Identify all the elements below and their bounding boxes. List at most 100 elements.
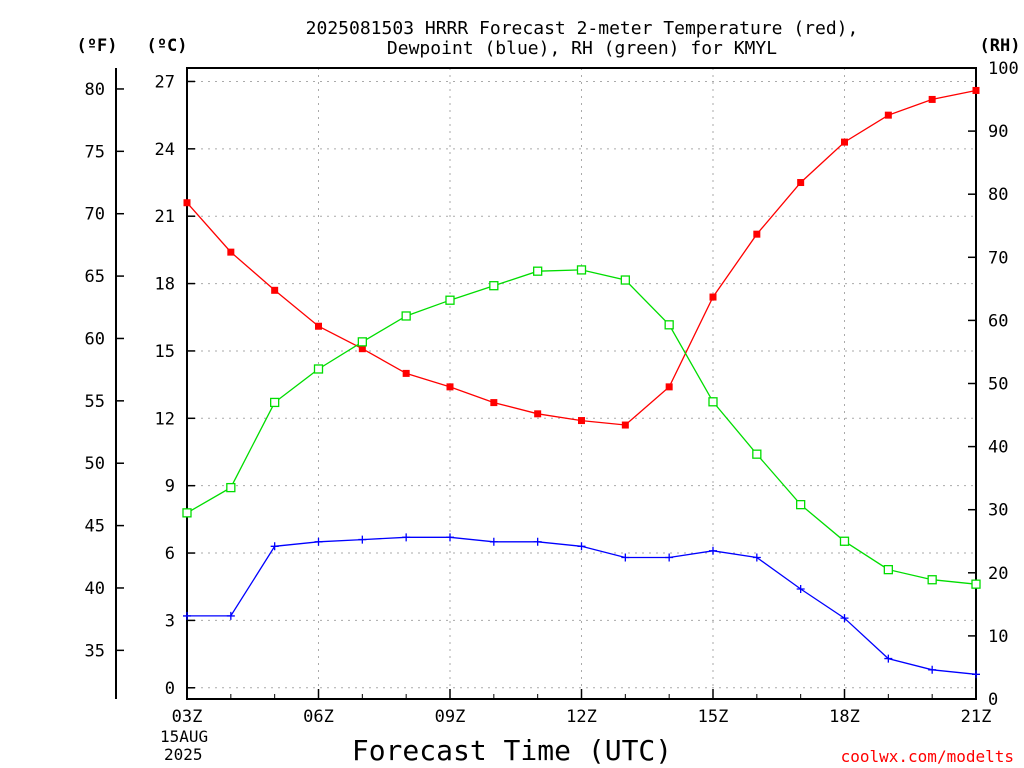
chart-title-line-1: 2025081503 HRRR Forecast 2-meter Tempera… bbox=[306, 18, 859, 39]
celsius-tick-label: 9 bbox=[165, 477, 175, 497]
dewpoint-point bbox=[796, 584, 805, 593]
celsius-tick-label: 3 bbox=[165, 611, 175, 631]
rh-point bbox=[883, 564, 893, 575]
rh-point bbox=[357, 337, 367, 347]
x-date-year-label: 2025 bbox=[164, 745, 203, 764]
dewpoint-point bbox=[577, 542, 586, 551]
rh-point bbox=[270, 397, 280, 408]
rh-tick-label: 30 bbox=[988, 501, 1008, 521]
celsius-tick-label: 15 bbox=[155, 342, 175, 362]
temperature-point bbox=[183, 199, 191, 207]
dewpoint-point bbox=[489, 537, 498, 546]
rh-point bbox=[971, 579, 981, 589]
temperature-point bbox=[534, 410, 542, 418]
rh-point bbox=[752, 449, 762, 459]
temperature-point bbox=[841, 138, 848, 146]
fahrenheit-tick-label: 70 bbox=[85, 205, 105, 225]
fahrenheit-tick-label: 45 bbox=[85, 517, 105, 537]
rh-tick-label: 90 bbox=[988, 122, 1008, 142]
rh-tick-label: 60 bbox=[988, 311, 1008, 331]
temperature-point bbox=[621, 421, 629, 429]
dewpoint-point bbox=[446, 533, 454, 542]
time-axis: 03Z 06Z 09Z 12Z 15Z 18Z 21Z bbox=[172, 689, 992, 727]
dewpoint-point bbox=[402, 533, 411, 542]
temperature-series bbox=[183, 86, 980, 429]
temperature-point bbox=[665, 383, 673, 391]
rh-point bbox=[226, 482, 236, 493]
rh-point bbox=[796, 500, 806, 510]
x-axis-label: Forecast Time (UTC) bbox=[352, 734, 672, 767]
dewpoint-point bbox=[972, 670, 980, 679]
time-tick-label: 12Z bbox=[566, 707, 597, 727]
temperature-point bbox=[227, 248, 235, 256]
rh-point bbox=[620, 275, 630, 285]
fahrenheit-tick-label: 75 bbox=[85, 142, 105, 162]
time-tick-label: 09Z bbox=[435, 707, 466, 727]
dewpoint-point bbox=[928, 665, 937, 674]
temperature-point bbox=[753, 230, 761, 238]
rh-tick-label: 100 bbox=[988, 59, 1019, 79]
time-tick-label: 15Z bbox=[698, 707, 729, 727]
temperature-point bbox=[972, 86, 980, 94]
rh-tick-label: 10 bbox=[988, 627, 1008, 647]
rh-point bbox=[489, 281, 499, 291]
celsius-axis: 0 3 6 9 12 15 18 21 24 27 bbox=[155, 72, 195, 699]
dewpoint-point bbox=[270, 542, 279, 551]
temperature-point bbox=[490, 399, 498, 407]
fahrenheit-tick-label: 55 bbox=[85, 392, 105, 412]
grid-lines bbox=[187, 68, 976, 699]
celsius-tick-label: 0 bbox=[165, 679, 175, 699]
temperature-point bbox=[709, 293, 717, 301]
temperature-point bbox=[928, 95, 936, 103]
time-tick-label: 03Z bbox=[172, 707, 203, 727]
x-date-day-label: 15AUG bbox=[160, 727, 208, 746]
unit-rh-label: (RH) bbox=[980, 36, 1021, 56]
celsius-tick-label: 12 bbox=[155, 409, 175, 429]
temperature-point bbox=[578, 417, 585, 425]
rh-series bbox=[182, 265, 981, 589]
chart-title-line-2: Dewpoint (blue), RH (green) for KMYL bbox=[387, 38, 777, 59]
rh-point bbox=[533, 266, 543, 276]
unit-fahrenheit-label: (ºF) bbox=[77, 36, 118, 56]
temperature-point bbox=[315, 322, 322, 330]
time-tick-label: 06Z bbox=[303, 707, 334, 727]
fahrenheit-tick-label: 80 bbox=[85, 80, 105, 100]
celsius-tick-label: 27 bbox=[155, 72, 175, 92]
dewpoint-point bbox=[226, 611, 235, 620]
temperature-point bbox=[358, 345, 366, 353]
fahrenheit-axis: 35 40 45 50 55 60 65 70 75 80 bbox=[85, 80, 124, 661]
temperature-point bbox=[797, 179, 805, 187]
rh-axis: 0 10 20 30 40 50 60 70 80 90 100 bbox=[968, 59, 1019, 710]
watermark-text: coolwx.com/modelts bbox=[841, 747, 1014, 766]
time-tick-label: 21Z bbox=[961, 707, 992, 727]
rh-point bbox=[664, 320, 674, 330]
dewpoint-point bbox=[183, 611, 191, 620]
dewpoint-point bbox=[314, 537, 323, 546]
rh-tick-label: 20 bbox=[988, 564, 1008, 584]
celsius-tick-label: 21 bbox=[155, 207, 175, 227]
dewpoint-series bbox=[183, 533, 980, 679]
dewpoint-point bbox=[840, 614, 849, 623]
rh-point bbox=[313, 364, 324, 374]
celsius-tick-label: 18 bbox=[155, 275, 175, 295]
rh-point bbox=[839, 536, 850, 546]
unit-celsius-label: (ºC) bbox=[147, 36, 188, 56]
rh-point bbox=[445, 295, 455, 305]
temperature-point bbox=[446, 383, 454, 391]
rh-point bbox=[182, 508, 192, 518]
fahrenheit-tick-label: 40 bbox=[85, 579, 105, 599]
fahrenheit-tick-label: 35 bbox=[85, 641, 105, 661]
rh-tick-label: 40 bbox=[988, 438, 1008, 458]
rh-point bbox=[708, 397, 718, 407]
temperature-point bbox=[402, 369, 410, 377]
rh-tick-label: 80 bbox=[988, 185, 1008, 205]
dewpoint-point bbox=[358, 535, 367, 544]
rh-point bbox=[927, 575, 937, 585]
rh-point bbox=[401, 311, 411, 321]
rh-tick-label: 70 bbox=[988, 248, 1008, 268]
fahrenheit-tick-label: 65 bbox=[85, 267, 105, 287]
time-tick-label: 18Z bbox=[829, 707, 860, 727]
dewpoint-point bbox=[884, 654, 893, 663]
fahrenheit-tick-label: 60 bbox=[85, 329, 105, 349]
